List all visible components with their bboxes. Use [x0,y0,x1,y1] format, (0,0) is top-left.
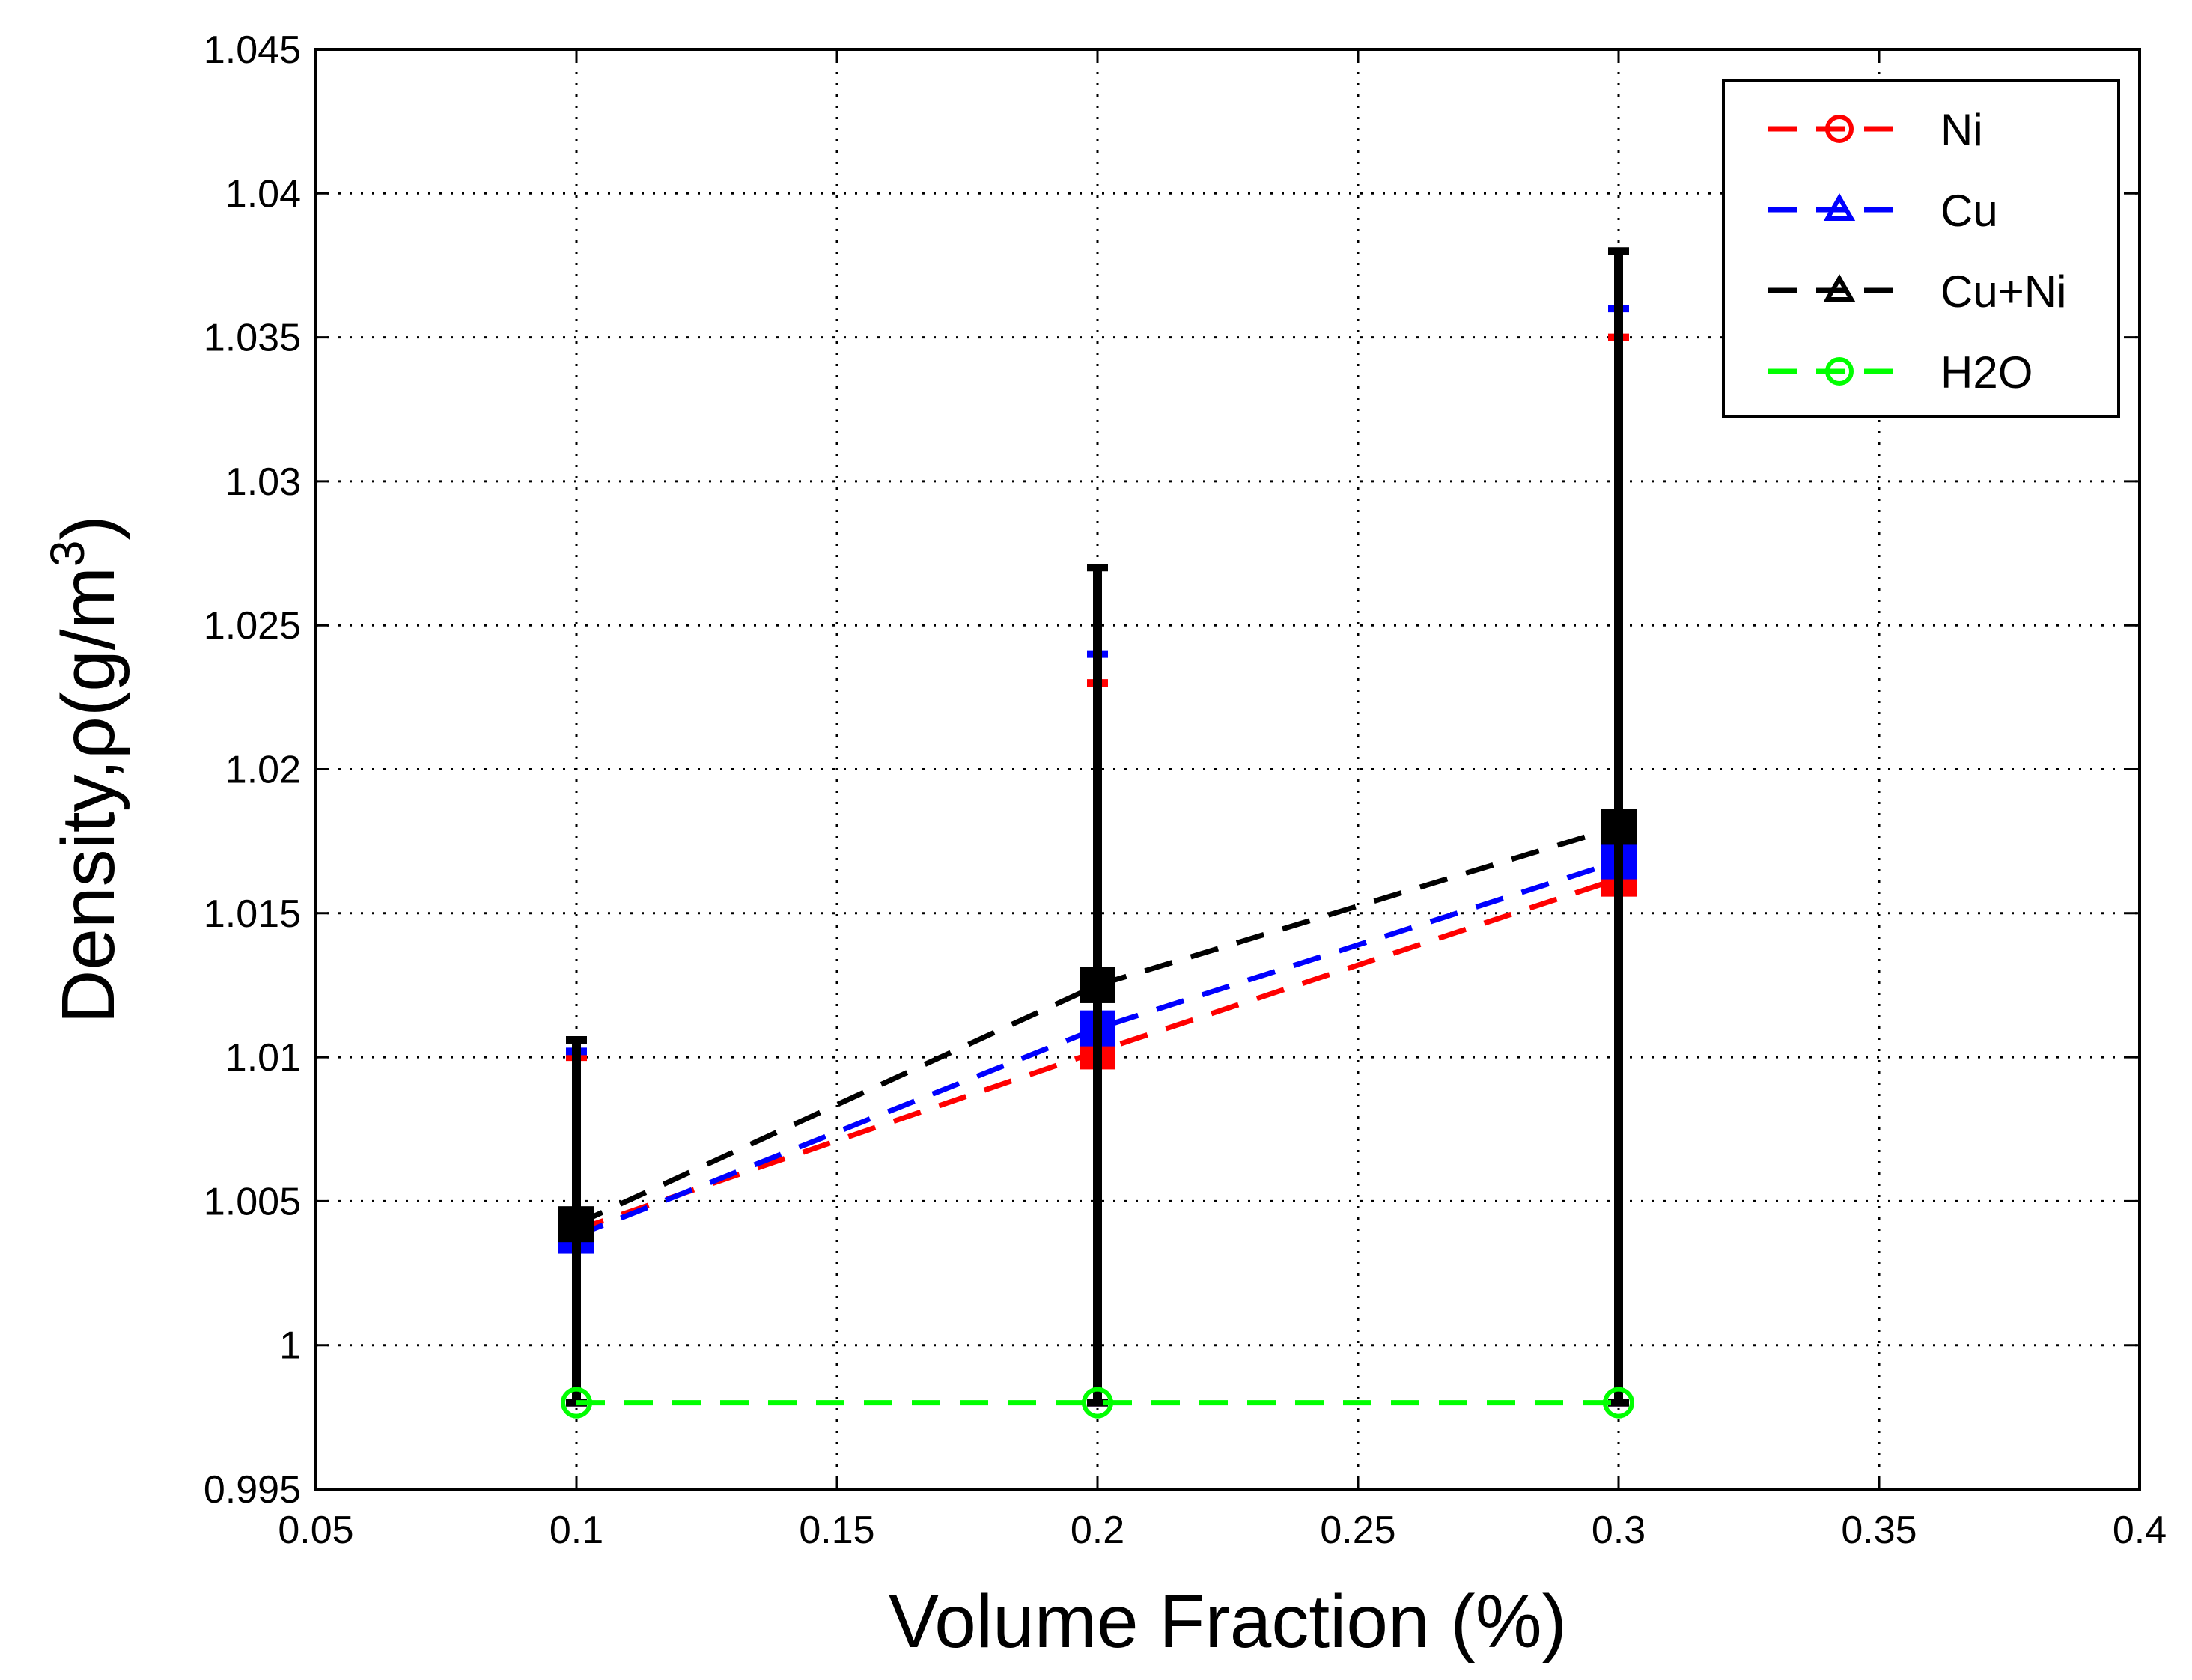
y-tick-label: 1.04 [225,172,301,216]
data-point [1603,1387,1634,1419]
legend-swatch-marker [1823,192,1856,221]
legend-swatch-marker [1825,115,1854,143]
y-tick-label: 1.005 [204,1180,301,1223]
legend-entry: Ni [1768,105,1983,155]
y-tick-label: 1.015 [204,892,301,936]
y-tick-label: 0.995 [204,1468,301,1512]
y-tick-label: 1 [279,1324,301,1368]
y-axis-title-group: Density,ρ(g/m3) [40,515,130,1024]
ticks: 0.05 0.1 0.15 0.2 0.25 0.3 0.35 0.4 0.995 1 1.005 1… [204,28,2167,1552]
y-tick-label: 1.035 [204,317,301,360]
legend-entry: Cu+Ni [1768,267,2066,317]
x-tick-label: 0.35 [1841,1509,1917,1552]
x-axis-title: Volume Fraction (%) [889,1580,1567,1664]
y-tick-label: 1.045 [204,28,301,72]
x-tick-label: 0.05 [278,1509,353,1552]
y-axis-title-superscript: 3 [40,541,94,567]
y-tick-label: 1.02 [225,749,301,792]
x-tick-label: 0.1 [549,1509,603,1552]
legend-label: H2O [1940,347,2033,398]
y-axis-title: Density,ρ(g/m3) [40,515,130,1024]
legend-label: Cu [1940,186,1998,236]
data-point [1080,967,1115,998]
legend-entry: Cu [1768,186,1998,236]
x-tick-label: 0.4 [2113,1509,2167,1552]
y-tick-label: 1.01 [225,1036,301,1080]
series-h2o [561,1387,1634,1419]
data-point [1082,1387,1113,1419]
legend-swatch-marker [1825,357,1854,386]
x-tick-label: 0.2 [1071,1509,1124,1552]
legend: Ni Cu Cu+Ni H2O [1722,79,2120,418]
legend-box [1722,79,2120,418]
series-cu-ni [558,247,1637,1407]
data-point [558,1206,594,1237]
x-tick-label: 0.25 [1320,1509,1395,1552]
legend-label: Ni [1940,105,1983,155]
data-point [561,1387,592,1419]
series-line [575,824,1620,1227]
y-tick-label: 1.025 [204,604,301,648]
legend-label: Cu+Ni [1940,267,2066,317]
x-tick-label: 0.3 [1592,1509,1645,1552]
legend-entry: H2O [1768,347,2033,398]
data-point [1601,809,1637,839]
legend-swatch-marker [1823,273,1856,302]
series [558,247,1637,1419]
x-tick-label: 0.15 [799,1509,874,1552]
y-axis-title-main: Density,ρ(g/m [46,567,130,1024]
y-axis-title-close: ) [46,515,130,540]
series-line [575,859,1620,1238]
y-tick-label: 1.03 [225,460,301,504]
